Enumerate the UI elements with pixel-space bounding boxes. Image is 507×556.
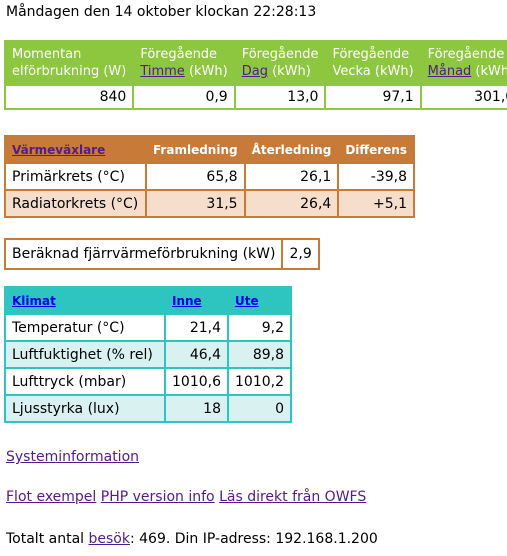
climate-value: 9,2: [229, 315, 290, 340]
climate-value: 1010,6: [166, 369, 227, 394]
power-header-month: Föregående Månad (kWh): [421, 42, 507, 84]
climate-value: 0: [229, 396, 290, 421]
heat-header-diff: Differens: [339, 137, 413, 162]
power-value-month: 301,0: [421, 86, 507, 108]
heat-row-label: Primärkrets (°C): [6, 164, 145, 189]
heat-value: 31,5: [147, 191, 244, 216]
page-datetime: Måndagen den 14 oktober klockan 22:28:13: [6, 4, 317, 20]
day-link[interactable]: Dag: [241, 64, 268, 79]
table-row: Lufttryck (mbar) 1010,6 1010,2: [6, 369, 290, 394]
climate-link[interactable]: Klimat: [12, 293, 56, 308]
owfs-link[interactable]: Läs direkt från OWFS: [219, 489, 367, 505]
climate-header-title: Klimat: [6, 288, 164, 313]
heat-value: 26,4: [245, 191, 338, 216]
tools-links: Flot exempel PHP version info Läs direkt…: [6, 489, 366, 505]
heat-header-supply: Framledning: [147, 137, 244, 162]
footer: Totalt antal besök: 469. Din IP-adress: …: [6, 531, 378, 547]
climate-row-label: Luftfuktighet (% rel): [6, 342, 164, 367]
power-value-current: 840: [6, 86, 133, 108]
climate-value: 1010,2: [229, 369, 290, 394]
visits-link[interactable]: besök: [88, 531, 130, 547]
power-header-day: Föregående Dag (kWh): [235, 42, 325, 84]
table-row: Ljusstyrka (lux) 18 0: [6, 396, 290, 421]
district-heating-table: Beräknad fjärrvärmeförbrukning (kW) 2,9: [4, 238, 320, 270]
power-table: Momentan elförbrukning (W) Föregående Ti…: [4, 40, 507, 110]
table-row: Radiatorkrets (°C) 31,5 26,4 +5,1: [6, 191, 413, 216]
heat-header-return: Återledning: [245, 137, 338, 162]
heat-exchanger-link[interactable]: Värmeväxlare: [12, 142, 106, 157]
footer-suffix: : 469. Din IP-adress: 192.168.1.200: [129, 531, 378, 547]
table-row: Temperatur (°C) 21,4 9,2: [6, 315, 290, 340]
climate-header-outside: Ute: [229, 288, 290, 313]
heat-header-title: Värmeväxlare: [6, 137, 145, 162]
heat-value: 65,8: [147, 164, 244, 189]
climate-value: 18: [166, 396, 227, 421]
district-heating-label: Beräknad fjärrvärmeförbrukning (kW): [6, 240, 282, 268]
heat-value: -39,8: [339, 164, 413, 189]
power-header-hour: Föregående Timme (kWh): [134, 42, 234, 84]
climate-header-inside: Inne: [166, 288, 227, 313]
climate-row-label: Ljusstyrka (lux): [6, 396, 164, 421]
table-row: Primärkrets (°C) 65,8 26,1 -39,8: [6, 164, 413, 189]
power-values-row: 840 0,9 13,0 97,1 301,0: [6, 86, 507, 108]
heat-value: 26,1: [245, 164, 338, 189]
power-value-hour: 0,9: [134, 86, 234, 108]
climate-value: 89,8: [229, 342, 290, 367]
power-value-week: 97,1: [326, 86, 420, 108]
system-info-link[interactable]: Systeminformation: [6, 449, 140, 465]
heat-value: +5,1: [339, 191, 413, 216]
climate-row-label: Temperatur (°C): [6, 315, 164, 340]
climate-table: Klimat Inne Ute Temperatur (°C) 21,4 9,2…: [4, 286, 292, 423]
hour-link[interactable]: Timme: [140, 64, 185, 79]
climate-value: 21,4: [166, 315, 227, 340]
power-value-day: 13,0: [235, 86, 325, 108]
inside-link[interactable]: Inne: [172, 293, 202, 308]
outside-link[interactable]: Ute: [235, 293, 259, 308]
table-row: Luftfuktighet (% rel) 46,4 89,8: [6, 342, 290, 367]
district-heating-value: 2,9: [283, 240, 318, 268]
heat-exchanger-table: Värmeväxlare Framledning Återledning Dif…: [4, 135, 415, 218]
month-link[interactable]: Månad: [427, 64, 472, 79]
php-info-link[interactable]: PHP version info: [100, 489, 215, 505]
flot-example-link[interactable]: Flot exempel: [6, 489, 97, 505]
footer-prefix: Totalt antal: [6, 531, 89, 547]
climate-row-label: Lufttryck (mbar): [6, 369, 164, 394]
power-header-current: Momentan elförbrukning (W): [6, 42, 133, 84]
power-header-week: Föregående Vecka (kWh): [326, 42, 420, 84]
heat-row-label: Radiatorkrets (°C): [6, 191, 145, 216]
climate-value: 46,4: [166, 342, 227, 367]
